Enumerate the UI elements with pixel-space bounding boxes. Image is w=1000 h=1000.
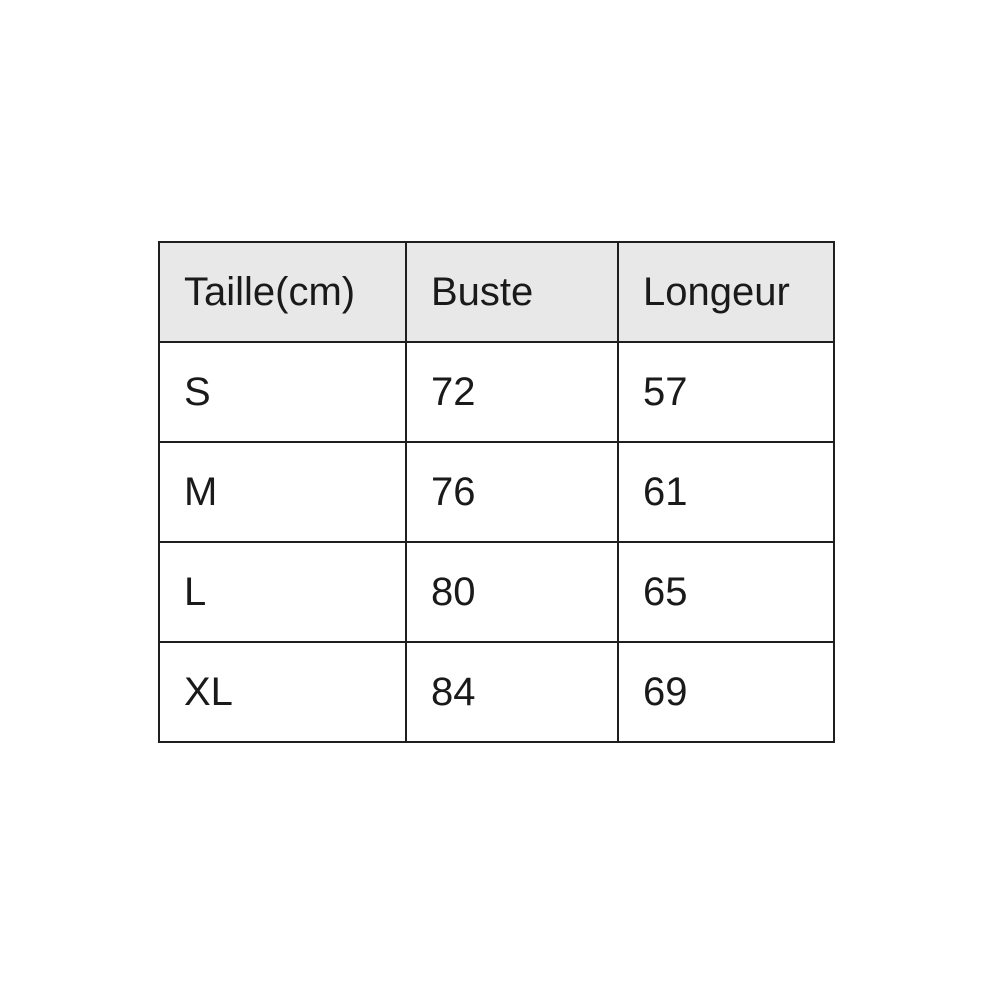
cell-buste-xl: 84 xyxy=(405,641,619,743)
size-chart-table: Taille(cm) Buste Longeur S 72 57 M 76 61… xyxy=(158,241,835,743)
cell-size-s: S xyxy=(158,341,407,443)
header-row: Taille(cm) Buste Longeur xyxy=(158,241,835,343)
cell-longeur-l: 65 xyxy=(617,541,835,643)
cell-size-xl: XL xyxy=(158,641,407,743)
cell-longeur-xl: 69 xyxy=(617,641,835,743)
table-row-m: M 76 61 xyxy=(158,441,835,543)
cell-buste-l: 80 xyxy=(405,541,619,643)
cell-size-m: M xyxy=(158,441,407,543)
cell-buste-m: 76 xyxy=(405,441,619,543)
header-cell-buste: Buste xyxy=(405,241,619,343)
header-cell-taille: Taille(cm) xyxy=(158,241,407,343)
cell-longeur-m: 61 xyxy=(617,441,835,543)
header-cell-longeur: Longeur xyxy=(617,241,835,343)
cell-size-l: L xyxy=(158,541,407,643)
table-row-l: L 80 65 xyxy=(158,541,835,643)
table-row-s: S 72 57 xyxy=(158,341,835,443)
cell-longeur-s: 57 xyxy=(617,341,835,443)
table-row-xl: XL 84 69 xyxy=(158,641,835,743)
cell-buste-s: 72 xyxy=(405,341,619,443)
